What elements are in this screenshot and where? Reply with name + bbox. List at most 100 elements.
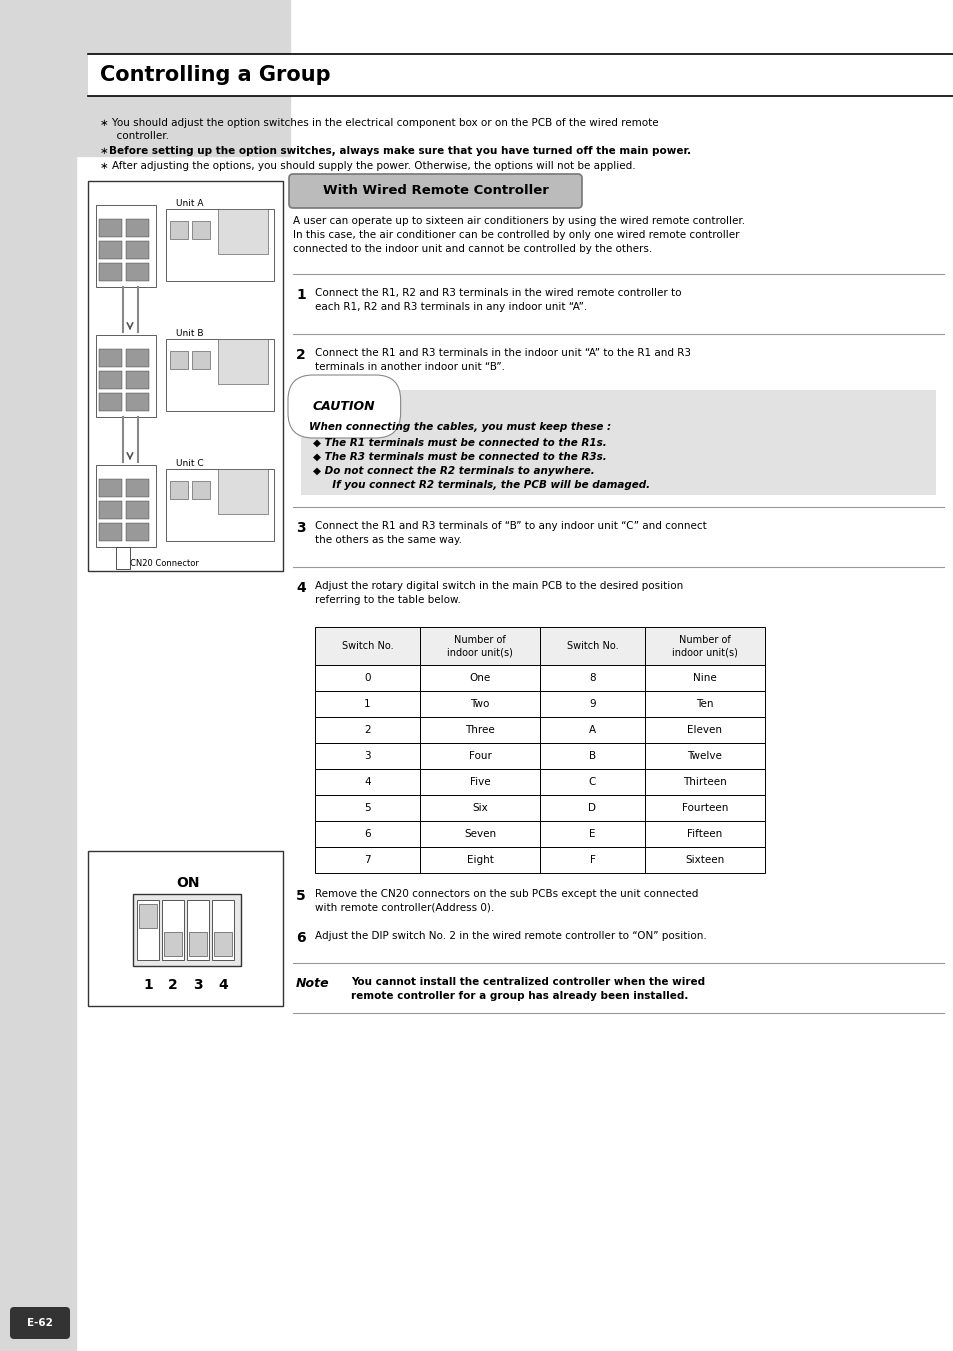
Bar [162,900,184,961]
Text: Two: Two [470,698,489,709]
Text: 4: 4 [218,978,228,992]
Text: 1: 1 [295,288,305,303]
Text: Eight: Eight [466,855,493,865]
Text: Adjust the DIP switch No. 2 in the wired remote controller to “ON” position.: Adjust the DIP switch No. 2 in the wired… [314,931,706,942]
Text: With Wired Remote Controller: With Wired Remote Controller [322,185,548,197]
Text: ◆ The R3 terminals must be connected to the R3s.: ◆ The R3 terminals must be connected to … [313,453,606,462]
Text: E: E [589,830,595,839]
Text: Number of
indoor unit(s): Number of indoor unit(s) [447,635,513,657]
Text: Unit A: Unit A [175,199,203,208]
FancyBboxPatch shape [10,1306,70,1339]
Bar [218,209,268,254]
Bar [539,847,644,873]
Text: Connect the R1 and R3 terminals in the indoor unit “A” to the R1 and R3
terminal: Connect the R1 and R3 terminals in the i… [314,349,690,372]
Text: Adjust the rotary digital switch in the main PCB to the desired position
referri: Adjust the rotary digital switch in the … [314,581,682,605]
Text: 3: 3 [364,751,371,761]
Text: Remove the CN20 connectors on the sub PCBs except the unit connected
with remote: Remove the CN20 connectors on the sub PC… [314,889,698,913]
Bar [99,372,122,389]
Bar [126,372,149,389]
Text: CN20 Connector: CN20 Connector [130,559,198,567]
Text: ∗ You should adjust the option switches in the electrical component box or on th: ∗ You should adjust the option switches … [100,118,658,128]
Text: Note: Note [295,977,330,990]
Bar [126,480,149,497]
Bar [96,465,156,547]
Bar [539,794,644,821]
Bar [419,769,539,794]
Bar [96,335,156,417]
Bar [419,794,539,821]
Text: You cannot install the centralized controller when the wired
remote controller f: You cannot install the centralized contr… [351,977,704,1001]
Text: CAUTION: CAUTION [313,400,375,413]
Text: 5: 5 [295,889,305,902]
Text: 9: 9 [589,698,596,709]
Bar [88,54,953,96]
Bar [644,665,764,690]
Bar [170,351,188,369]
Bar [99,219,122,236]
Bar [192,351,210,369]
Bar [99,523,122,540]
Text: 0: 0 [364,673,371,684]
Bar [644,627,764,665]
Bar [419,717,539,743]
Text: F: F [589,855,595,865]
Text: Connect the R1 and R3 terminals of “B” to any indoor unit “C” and connect
the ot: Connect the R1 and R3 terminals of “B” t… [314,521,706,544]
Bar [644,743,764,769]
Text: Nine: Nine [693,673,716,684]
Bar [166,209,274,281]
Text: A user can operate up to sixteen air conditioners by using the wired remote cont: A user can operate up to sixteen air con… [293,216,744,254]
Text: When connecting the cables, you must keep these :: When connecting the cables, you must kee… [309,422,611,432]
Text: C: C [588,777,596,788]
Bar [99,240,122,259]
Bar [126,240,149,259]
Bar [192,222,210,239]
Text: 6: 6 [364,830,371,839]
Text: ∗: ∗ [100,146,112,155]
Bar [314,690,419,717]
Bar [314,743,419,769]
Bar [644,690,764,717]
Text: Six: Six [472,802,487,813]
Text: 1: 1 [364,698,371,709]
Bar [192,481,210,499]
Text: 4: 4 [364,777,371,788]
Text: Before setting up the option switches, always make sure that you have turned off: Before setting up the option switches, a… [109,146,690,155]
Bar [644,769,764,794]
Text: Connect the R1, R2 and R3 terminals in the wired remote controller to
each R1, R: Connect the R1, R2 and R3 terminals in t… [314,288,680,312]
Text: 5: 5 [364,802,371,813]
Bar [164,932,182,957]
Bar [419,665,539,690]
Bar [314,847,419,873]
Bar [99,480,122,497]
Text: 8: 8 [589,673,596,684]
Bar [419,847,539,873]
Bar [301,390,935,494]
Text: 2: 2 [295,349,305,362]
Bar [419,690,539,717]
Text: Seven: Seven [463,830,496,839]
Bar [137,900,159,961]
Bar [314,627,419,665]
Bar [189,932,207,957]
Text: Sixteen: Sixteen [684,855,724,865]
Bar [314,769,419,794]
Text: ◆ Do not connect the R2 terminals to anywhere.: ◆ Do not connect the R2 terminals to any… [313,466,594,476]
Text: Four: Four [468,751,491,761]
Bar [132,894,241,966]
FancyBboxPatch shape [289,174,581,208]
Bar [126,501,149,519]
Bar [187,900,209,961]
Text: Unit C: Unit C [175,459,203,467]
Text: Twelve: Twelve [687,751,721,761]
Bar [539,821,644,847]
Bar [314,821,419,847]
Bar [88,181,283,571]
Text: 7: 7 [364,855,371,865]
Bar [539,769,644,794]
Text: Controlling a Group: Controlling a Group [100,65,331,85]
Bar [166,339,274,411]
Bar [170,481,188,499]
Text: Switch No.: Switch No. [341,640,393,651]
Text: Number of
indoor unit(s): Number of indoor unit(s) [671,635,738,657]
Bar [88,851,283,1006]
